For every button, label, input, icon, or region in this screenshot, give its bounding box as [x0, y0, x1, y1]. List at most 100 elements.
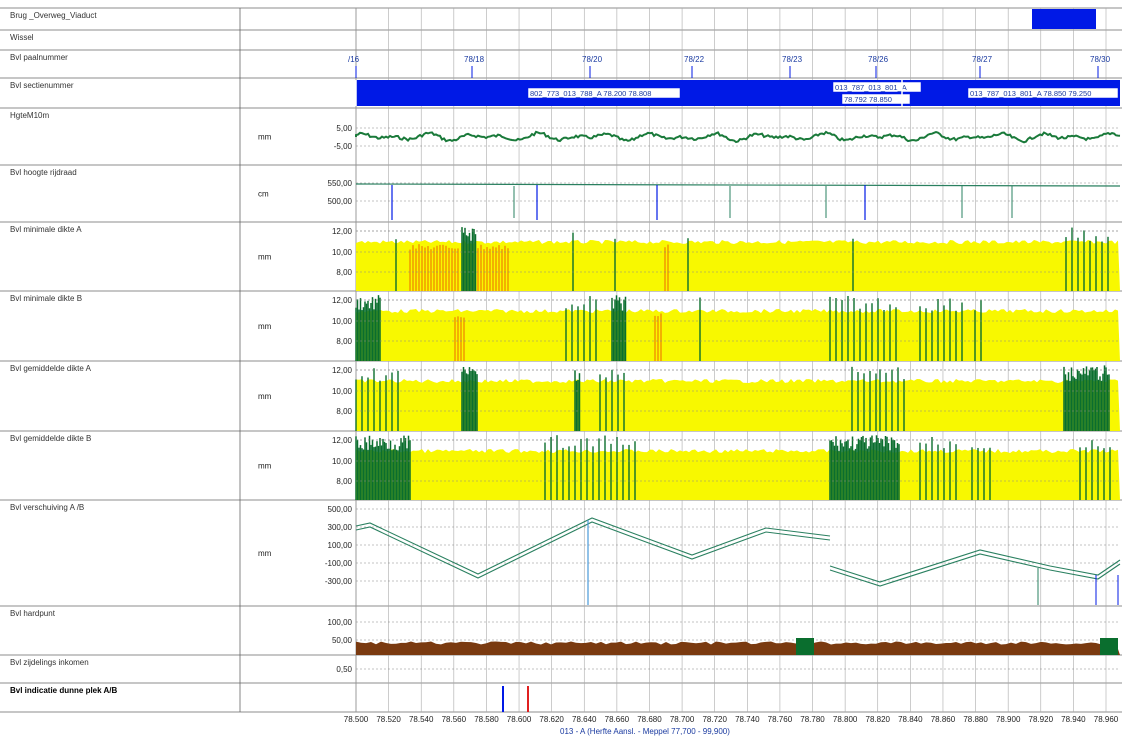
- y-tick-label: -300,00: [325, 577, 353, 586]
- paal-label: 78/26: [868, 55, 889, 64]
- verschuiving-trace: [829, 553, 1121, 587]
- y-tick-label: 10,00: [332, 317, 353, 326]
- row-unit: mm: [258, 253, 272, 262]
- x-tick-label: 78.760: [768, 715, 793, 724]
- y-tick-label: -100,00: [325, 559, 353, 568]
- y-tick-label: 10,00: [332, 387, 353, 396]
- row-unit: mm: [258, 462, 272, 471]
- y-tick-label: 300,00: [328, 523, 353, 532]
- section-label: 78.792 78.850: [844, 95, 892, 104]
- y-tick-label: 5,00: [336, 124, 352, 133]
- x-tick-label: 78.780: [800, 715, 825, 724]
- x-tick-label: 78.900: [996, 715, 1021, 724]
- y-tick-label: 12,00: [332, 366, 353, 375]
- paal-label: 78/20: [582, 55, 603, 64]
- y-tick-label: 0,50: [336, 665, 352, 674]
- hardpunt-peak: [796, 638, 814, 655]
- row-unit: mm: [258, 392, 272, 401]
- y-tick-label: 10,00: [332, 457, 353, 466]
- row-unit: cm: [258, 190, 269, 199]
- hgte-trace: [355, 130, 1121, 144]
- x-tick-label: 78.500: [344, 715, 369, 724]
- row-label: Bvl hardpunt: [10, 609, 56, 618]
- y-tick-label: 12,00: [332, 227, 353, 236]
- x-tick-label: 78.720: [702, 715, 727, 724]
- x-tick-label: 78.520: [376, 715, 401, 724]
- row-label: HgteM10m: [10, 111, 49, 120]
- section-label: 013_787_013_801_A 78.850 79.250: [970, 89, 1091, 98]
- paal-label: 78/18: [464, 55, 485, 64]
- x-tick-label: 78.860: [931, 715, 956, 724]
- row-label: Bvl gemiddelde dikte B: [10, 434, 91, 443]
- section-box: [841, 93, 911, 105]
- section-box: [832, 81, 922, 93]
- hardpunt-peak: [1100, 638, 1118, 655]
- verschuiving-trace: [355, 517, 831, 575]
- y-tick-label: 8,00: [336, 407, 352, 416]
- y-tick-label: 12,00: [332, 296, 353, 305]
- track-caption: 013 - A (Herfte Aansl. - Meppel 77,700 -…: [560, 727, 730, 736]
- y-tick-label: 8,00: [336, 477, 352, 486]
- x-tick-label: 78.680: [637, 715, 662, 724]
- row-label: Bvl minimale dikte B: [10, 294, 82, 303]
- row-label: Bvl hoogte rijdraad: [10, 168, 77, 177]
- verschuiving-trace: [355, 521, 831, 579]
- x-tick-label: 78.560: [442, 715, 467, 724]
- x-tick-label: 78.640: [572, 715, 597, 724]
- section-label: 802_773_013_788_A 78.200 78.808: [530, 89, 651, 98]
- row-unit: mm: [258, 549, 272, 558]
- y-tick-label: 550,00: [328, 179, 353, 188]
- rijdraad-line: [355, 183, 1121, 187]
- hardpunt-area: [356, 641, 1120, 655]
- x-tick-label: 78.660: [605, 715, 630, 724]
- y-tick-label: 12,00: [332, 436, 353, 445]
- paal-label: 78/27: [972, 55, 993, 64]
- paal-label: 78/30: [1090, 55, 1111, 64]
- y-tick-label: 500,00: [328, 197, 353, 206]
- x-tick-label: 78.940: [1061, 715, 1086, 724]
- x-tick-label: 78.820: [866, 715, 891, 724]
- x-tick-label: 78.580: [474, 715, 499, 724]
- y-tick-label: 50,00: [332, 636, 353, 645]
- thickness-area: [356, 449, 1120, 500]
- x-tick-label: 78.620: [539, 715, 564, 724]
- x-tick-label: 78.700: [670, 715, 695, 724]
- paal-label: 78/22: [684, 55, 705, 64]
- thickness-area: [356, 379, 1120, 431]
- row-label: Bvl verschuiving A /B: [10, 503, 84, 512]
- x-tick-label: 78.920: [1029, 715, 1054, 724]
- row-label: Bvl paalnummer: [10, 53, 68, 62]
- section-box: [527, 87, 681, 99]
- section-box: [967, 87, 1119, 99]
- thickness-area: [356, 309, 1120, 361]
- paal-label: 78/23: [782, 55, 803, 64]
- y-tick-label: 100,00: [328, 618, 353, 627]
- x-tick-label: 78.880: [963, 715, 988, 724]
- y-tick-label: 10,00: [332, 248, 353, 257]
- row-label: Bvl indicatie dunne plek A/B: [10, 686, 118, 695]
- section-label: 013_787_013_801_A: [835, 83, 907, 92]
- y-tick-label: 500,00: [328, 505, 353, 514]
- row-label: Bvl minimale dikte A: [10, 225, 82, 234]
- y-tick-label: -5,00: [334, 142, 353, 151]
- row-label: Bvl zijdelings inkomen: [10, 658, 89, 667]
- y-tick-label: 8,00: [336, 268, 352, 277]
- verschuiving-trace: [829, 549, 1121, 583]
- row-label: Brug _Overweg_Viaduct: [10, 11, 97, 20]
- bridge-marker: [1032, 9, 1096, 29]
- x-tick-label: 78.800: [833, 715, 858, 724]
- x-tick-label: 78.600: [507, 715, 532, 724]
- x-tick-label: 78.960: [1094, 715, 1119, 724]
- y-tick-label: 100,00: [328, 541, 353, 550]
- y-tick-label: 8,00: [336, 337, 352, 346]
- row-label: Bvl gemiddelde dikte A: [10, 364, 92, 373]
- row-unit: mm: [258, 133, 272, 142]
- x-tick-label: 78.740: [735, 715, 760, 724]
- x-tick-label: 78.840: [898, 715, 923, 724]
- x-tick-label: 78.540: [409, 715, 434, 724]
- paal-label: /16: [348, 55, 360, 64]
- row-label: Wissel: [10, 33, 34, 42]
- row-unit: mm: [258, 322, 272, 331]
